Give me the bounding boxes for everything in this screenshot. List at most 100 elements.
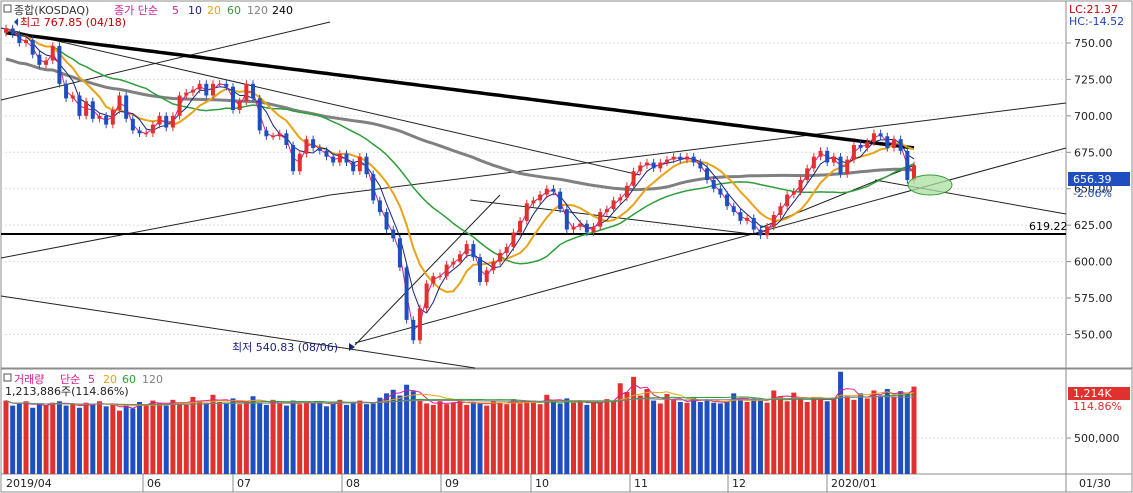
volume-bar xyxy=(410,391,416,474)
candle-down xyxy=(838,156,843,175)
volume-bar xyxy=(644,389,650,474)
volume-bar xyxy=(631,376,637,474)
volume-badge-pct: 114.86% xyxy=(1073,400,1122,413)
candle-down xyxy=(711,179,716,189)
hc-label: HC:-14.52 xyxy=(1069,15,1124,28)
volume-bar xyxy=(490,401,496,474)
volume-bar xyxy=(63,405,69,474)
volume-bar xyxy=(484,405,490,474)
volume-bar xyxy=(43,405,49,474)
volume-bar xyxy=(143,404,149,474)
candle-up xyxy=(524,203,529,221)
candle-up xyxy=(598,212,603,227)
candle-down xyxy=(738,212,743,221)
volume-bar xyxy=(477,403,483,474)
candle-up xyxy=(644,162,649,166)
price-panel-frame xyxy=(0,0,1067,369)
candle-up xyxy=(444,264,449,277)
candle-up xyxy=(157,115,162,125)
price-title: 종합(KOSDAQ) xyxy=(14,4,89,17)
volume-bar xyxy=(737,399,743,474)
volume-bar xyxy=(3,400,9,474)
volume-bar xyxy=(16,403,22,474)
candle-up xyxy=(491,261,496,271)
volume-bar xyxy=(731,393,737,474)
candle-up xyxy=(785,194,790,207)
volume-bar xyxy=(370,403,376,474)
candle-up xyxy=(511,232,516,248)
candle-up xyxy=(518,220,523,233)
volume-ma-period-60: 60 xyxy=(122,373,136,386)
volume-title: 거래량 xyxy=(14,373,44,386)
candle-up xyxy=(357,156,362,172)
volume-bar xyxy=(671,399,677,474)
volume-bar xyxy=(677,402,683,474)
candle-down xyxy=(397,238,402,268)
channel-lower-line xyxy=(0,194,331,259)
volume-bar xyxy=(637,395,643,474)
candle-up xyxy=(591,226,596,233)
volume-bar xyxy=(263,404,269,474)
price-ma-period-240: 240 xyxy=(272,4,293,17)
volume-header-marker[interactable] xyxy=(3,373,12,382)
volume-bar xyxy=(303,402,309,474)
volume-bar xyxy=(397,395,403,474)
candle-up xyxy=(210,83,215,96)
volume-bar xyxy=(437,401,443,474)
volume-bar xyxy=(497,402,503,474)
volume-bar xyxy=(550,401,556,474)
volume-bar xyxy=(844,396,850,474)
volume-bar xyxy=(804,402,810,474)
volume-bar xyxy=(137,402,143,474)
candle-down xyxy=(718,188,723,195)
volume-bar xyxy=(904,392,910,474)
volume-bar xyxy=(651,400,657,474)
volume-bar xyxy=(197,401,203,474)
volume-bar xyxy=(878,395,884,474)
candle-down xyxy=(905,150,910,180)
volume-bar xyxy=(123,405,129,474)
price-tick-label: 575.00 xyxy=(1074,292,1113,305)
price-header-marker[interactable] xyxy=(3,4,12,13)
candle-up xyxy=(912,165,916,180)
candle-down xyxy=(725,194,730,207)
volume-bar xyxy=(571,402,576,474)
volume-bar xyxy=(103,406,109,474)
volume-bar xyxy=(510,399,516,474)
volume-bar xyxy=(584,404,590,474)
volume-bar xyxy=(691,396,697,474)
candle-down xyxy=(858,145,863,148)
volume-bar xyxy=(110,403,116,474)
candle-up xyxy=(531,200,536,204)
volume-bar xyxy=(717,403,723,474)
candle-up xyxy=(818,150,823,157)
volume-bar xyxy=(711,402,717,474)
volume-bar xyxy=(664,394,670,474)
volume-bar xyxy=(818,399,824,474)
candle-up xyxy=(504,247,509,253)
candle-up xyxy=(578,223,583,227)
candle-down xyxy=(377,200,382,213)
candle-up xyxy=(417,308,422,341)
highlight-ellipse xyxy=(907,174,953,196)
candle-up xyxy=(4,28,8,33)
candle-down xyxy=(678,156,683,160)
volume-bar xyxy=(517,403,523,474)
volume-bar xyxy=(851,399,857,474)
candle-down xyxy=(885,136,890,148)
min-price-label: 최저 540.83 (08/06) xyxy=(232,341,338,354)
candle-up xyxy=(297,153,302,172)
price-ma-period-60: 60 xyxy=(227,4,241,17)
volume-bar xyxy=(891,396,897,474)
candle-down xyxy=(478,257,483,283)
candle-up xyxy=(70,95,75,99)
volume-bar xyxy=(30,407,36,474)
candle-up xyxy=(805,168,810,180)
volume-bar xyxy=(464,404,470,474)
mid-channel-line xyxy=(469,199,761,236)
volume-bar xyxy=(798,398,803,474)
candle-up xyxy=(244,83,249,102)
volume-bar xyxy=(83,402,89,474)
volume-bar xyxy=(470,402,476,474)
candle-up xyxy=(685,156,689,160)
